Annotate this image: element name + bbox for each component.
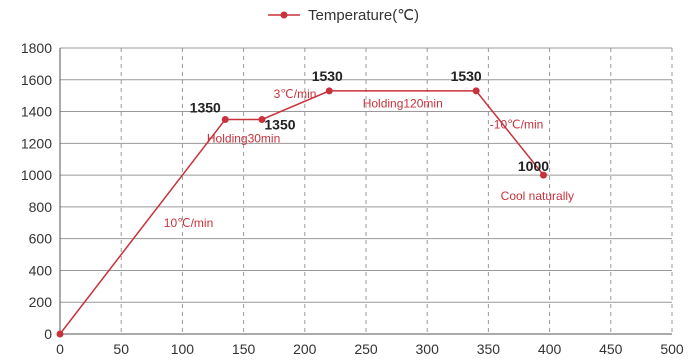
value-label: 1350	[264, 117, 295, 133]
y-tick-label: 0	[44, 326, 52, 342]
x-tick-label: 300	[416, 341, 440, 357]
annotation-label: Cool naturally	[501, 189, 574, 203]
legend: Temperature(℃)	[268, 7, 419, 24]
y-tick-label: 600	[29, 231, 53, 247]
x-tick-label: 250	[354, 341, 378, 357]
y-tick-label: 400	[29, 262, 53, 278]
data-point	[221, 116, 229, 123]
y-tick-label: 200	[29, 294, 53, 310]
x-tick-label: 0	[56, 341, 64, 357]
data-point	[539, 171, 547, 179]
data-point	[258, 116, 266, 123]
data-point	[472, 87, 480, 95]
y-tick-label: 800	[29, 199, 53, 215]
data-point	[56, 330, 64, 338]
data-point	[325, 87, 333, 95]
annotation-label: 10℃/min	[164, 216, 214, 230]
value-label: 1000	[518, 158, 549, 174]
y-tick-label: 1000	[21, 167, 52, 183]
value-label: 1530	[312, 68, 343, 84]
annotation-label: Holding120min	[363, 97, 443, 111]
x-tick-label: 500	[660, 341, 684, 357]
x-tick-label: 200	[293, 341, 317, 357]
value-label: 1530	[451, 68, 482, 84]
value-label: 1350	[190, 100, 221, 116]
y-tick-label: 1800	[21, 40, 52, 56]
x-tick-label: 150	[232, 341, 256, 357]
legend-entry-temperature: Temperature(℃)	[308, 7, 419, 24]
x-tick-label: 100	[171, 341, 195, 357]
y-tick-label: 1600	[21, 72, 52, 88]
x-tick-label: 50	[113, 341, 129, 357]
annotation-label: Holding30min	[207, 132, 280, 146]
series	[56, 87, 547, 338]
x-tick-label: 450	[599, 341, 623, 357]
annotation-label: -10℃/min	[490, 117, 544, 131]
y-tick-label: 1400	[21, 104, 52, 120]
y-tick-label: 1200	[21, 135, 52, 151]
grid	[60, 47, 673, 334]
axes: 0 200 400 600 800 1000 1200 1400 1600 1800 0 50 100 1…	[21, 40, 684, 357]
labels: 1350 1350 1530 1530 1000 10℃/min 3℃/min Holding…	[164, 68, 574, 230]
legend-marker	[280, 11, 288, 19]
x-tick-label: 350	[477, 341, 501, 357]
series-line-temperature	[59, 90, 545, 335]
x-tick-label: 400	[538, 341, 562, 357]
annotation-label: 3℃/min	[274, 87, 317, 101]
